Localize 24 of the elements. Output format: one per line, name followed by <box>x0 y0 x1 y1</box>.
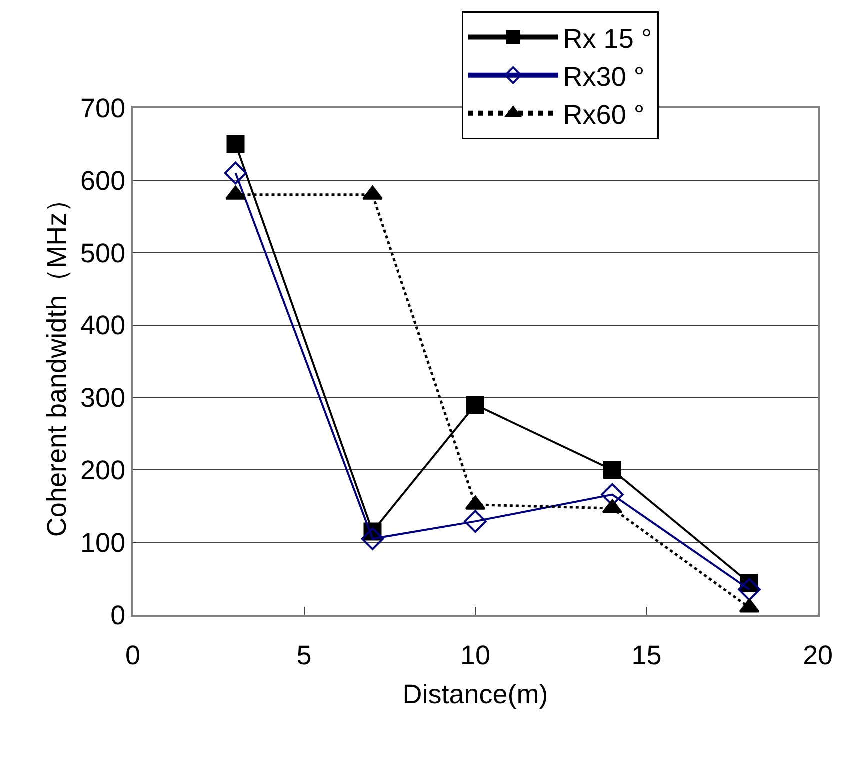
y-tick-label: 100 <box>80 528 126 558</box>
point <box>224 162 248 185</box>
y-tick-label: 0 <box>110 600 126 630</box>
y-tick-label: 200 <box>80 456 126 486</box>
x-axis-title: Distance(m) <box>402 679 548 710</box>
y-tick-label: 600 <box>80 166 126 196</box>
x-tick-label: 15 <box>632 640 662 670</box>
y-axis-title: Coherent bandwidth（MHz） <box>42 186 72 538</box>
legend-label: Rx60 ° <box>563 100 645 130</box>
point <box>464 510 487 533</box>
point <box>604 461 622 480</box>
y-tick-label: 500 <box>80 238 126 268</box>
point <box>361 528 384 550</box>
point <box>226 135 245 154</box>
x-tick-label: 10 <box>460 640 491 670</box>
legend-label: Rx30 ° <box>563 62 645 92</box>
x-tick-label: 5 <box>296 640 312 670</box>
y-tick-label: 300 <box>80 383 126 414</box>
y-tick-label: 400 <box>80 310 126 341</box>
y-tick-label: 700 <box>80 93 126 124</box>
x-tick-label: 20 <box>802 640 834 670</box>
point <box>738 578 761 602</box>
point <box>466 396 484 414</box>
legend-label: Rx 15 ° <box>563 24 652 54</box>
